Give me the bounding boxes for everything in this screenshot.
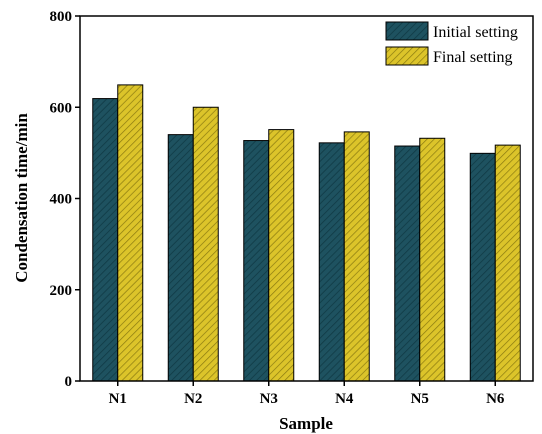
- y-tick-label: 400: [50, 192, 73, 208]
- plot-frame: [79, 15, 534, 382]
- bar-n1-final: [117, 84, 144, 382]
- bar-n4-final: [343, 131, 370, 382]
- legend: Initial setting Final setting: [385, 21, 518, 66]
- bar-n2-initial: [167, 134, 194, 382]
- x-tick-label: N2: [184, 391, 202, 407]
- y-axis-title: Condensation time/min: [12, 113, 31, 283]
- y-tick-label: 0: [65, 374, 73, 390]
- y-tick-label: 200: [50, 283, 73, 299]
- bar-n4-initial: [318, 142, 345, 382]
- bar-n1-initial: [92, 98, 119, 382]
- legend-label-final: Final setting: [433, 49, 513, 66]
- x-tick-label: N1: [109, 391, 127, 407]
- bar-n5-final: [419, 137, 446, 382]
- axis-ticks: N1 N2 N3 N4 N5 N6 0 200 400 600 800: [50, 9, 505, 407]
- x-tick-label: N4: [335, 391, 354, 407]
- x-tick-label: N6: [486, 391, 505, 407]
- legend-swatch-final: [385, 46, 429, 66]
- legend-label-initial: Initial setting: [433, 24, 518, 41]
- bar-n6-initial: [469, 152, 496, 382]
- y-tick-label: 800: [50, 9, 73, 25]
- y-tick-label: 600: [50, 100, 73, 116]
- bar-n3-initial: [243, 140, 270, 382]
- bar-n5-initial: [394, 145, 421, 382]
- x-tick-label: N5: [411, 391, 429, 407]
- bar-n6-final: [494, 144, 521, 382]
- bar-n2-final: [192, 106, 219, 382]
- legend-swatch-initial: [385, 21, 429, 41]
- x-tick-label: N3: [260, 391, 278, 407]
- bar-n3-final: [268, 129, 295, 382]
- bars: [92, 84, 521, 382]
- x-axis-title: Sample: [279, 414, 333, 433]
